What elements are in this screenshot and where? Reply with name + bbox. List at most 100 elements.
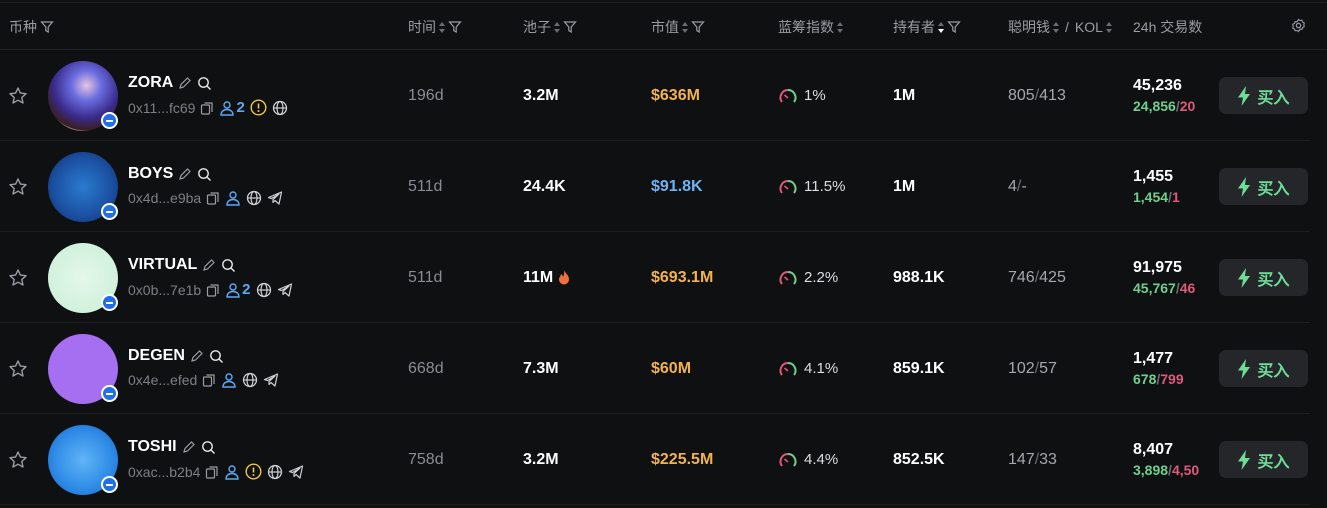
search-icon[interactable]	[221, 258, 236, 273]
table-row[interactable]: VIRTUAL 0x0b...7e1b 2 511d 11M $693.1M 2…	[0, 232, 1310, 323]
table-row[interactable]: TOSHI 0xac...b2b4 758d 3.2M $225.5M 4.4%…	[0, 414, 1310, 505]
telegram-icon[interactable]	[267, 190, 283, 206]
separator: /	[1034, 359, 1040, 377]
header-mcap-label: 市值	[651, 19, 679, 35]
smart-money-count: 147	[1008, 450, 1035, 468]
buy-label: 买入	[1257, 180, 1290, 198]
header-mcap[interactable]: 市值	[651, 17, 705, 37]
sort-icon[interactable]	[1053, 21, 1059, 33]
header-pool-label: 池子	[523, 19, 551, 35]
table-row[interactable]: BOYS 0x4d...e9ba 511d 24.4K $91.8K 11.5%…	[0, 141, 1310, 232]
buy-button[interactable]: 买入	[1219, 350, 1308, 387]
search-icon[interactable]	[201, 440, 216, 455]
filter-icon[interactable]	[40, 20, 54, 34]
token-name[interactable]: DEGEN	[128, 347, 185, 364]
header-bluechip[interactable]: 蓝筹指数	[778, 17, 843, 37]
header-holders[interactable]: 持有者	[893, 17, 961, 37]
token-name[interactable]: BOYS	[128, 165, 174, 182]
edit-icon[interactable]	[178, 167, 192, 181]
favorite-star-icon[interactable]	[8, 50, 28, 141]
token-name[interactable]: TOSHI	[128, 438, 177, 455]
lightning-icon	[1238, 449, 1251, 470]
warning-icon[interactable]	[245, 463, 262, 480]
token-name[interactable]: ZORA	[128, 74, 174, 91]
filter-icon[interactable]	[691, 20, 705, 34]
filter-icon[interactable]	[448, 20, 462, 34]
holders-count: 852.5K	[893, 450, 945, 468]
copy-icon[interactable]	[205, 465, 219, 479]
token-name-group: BOYS	[128, 165, 212, 183]
header-pool[interactable]: 池子	[523, 17, 577, 37]
token-address-group: 0x11...fc69 2	[128, 99, 288, 116]
filter-icon[interactable]	[563, 20, 577, 34]
edit-icon[interactable]	[190, 349, 204, 363]
sort-icon[interactable]	[837, 21, 843, 33]
header-age[interactable]: 时间	[408, 17, 462, 37]
website-globe-icon[interactable]	[246, 190, 262, 206]
kol-count: 413	[1039, 86, 1066, 104]
telegram-icon[interactable]	[263, 372, 279, 388]
search-icon[interactable]	[197, 167, 212, 182]
token-age: 511d	[408, 177, 443, 195]
token-name[interactable]: VIRTUAL	[128, 256, 198, 273]
sort-desc-icon[interactable]	[938, 21, 944, 33]
favorite-star-icon[interactable]	[8, 141, 28, 232]
telegram-icon[interactable]	[288, 464, 304, 480]
favorite-star-icon[interactable]	[8, 323, 28, 414]
dev-user-icon[interactable]	[221, 372, 237, 388]
token-address: 0xac...b2b4	[128, 463, 201, 480]
website-globe-icon[interactable]	[267, 464, 283, 480]
search-icon[interactable]	[197, 76, 212, 91]
filter-icon[interactable]	[947, 20, 961, 34]
header-token[interactable]: 币种	[9, 17, 54, 37]
token-address: 0x4d...e9ba	[128, 190, 202, 206]
telegram-icon[interactable]	[277, 282, 293, 298]
copy-icon[interactable]	[206, 191, 220, 205]
gauge-icon	[779, 452, 797, 467]
dev-user-icon[interactable]	[219, 100, 235, 116]
table-row[interactable]: ZORA 0x11...fc69 2 196d 3.2M $636M 1% 1M…	[0, 50, 1310, 141]
buy-button[interactable]: 买入	[1219, 77, 1308, 114]
edit-icon[interactable]	[178, 76, 192, 90]
warning-icon[interactable]	[250, 99, 267, 116]
favorite-star-icon[interactable]	[8, 232, 28, 323]
table-row[interactable]: DEGEN 0x4e...efed 668d 7.3M $60M 4.1% 85…	[0, 323, 1310, 414]
edit-icon[interactable]	[202, 258, 216, 272]
header-tx24h-label: 24h 交易数	[1133, 19, 1203, 35]
settings-gear-icon[interactable]	[1291, 18, 1306, 33]
lightning-icon	[1238, 176, 1251, 197]
sort-icon[interactable]	[1105, 21, 1112, 33]
gauge-icon	[779, 179, 797, 194]
copy-icon[interactable]	[202, 373, 216, 387]
sort-icon[interactable]	[554, 21, 560, 33]
buy-label: 买入	[1257, 362, 1290, 380]
buy-button[interactable]: 买入	[1219, 441, 1308, 478]
smart-kol-cell: 147/33	[1008, 414, 1057, 505]
search-icon[interactable]	[209, 349, 224, 364]
tx-sells: 20	[1179, 98, 1196, 114]
header-smart-kol[interactable]: 聪明钱 / KOL	[1008, 17, 1112, 37]
dev-user-icon[interactable]	[225, 282, 241, 298]
tx-total: 45,236	[1133, 77, 1182, 94]
sort-icon[interactable]	[439, 21, 445, 33]
market-cap: $60M	[651, 359, 692, 377]
buy-button[interactable]: 买入	[1219, 259, 1308, 296]
copy-icon[interactable]	[206, 283, 220, 297]
dev-user-icon[interactable]	[225, 190, 241, 206]
dev-user-icon[interactable]	[224, 464, 240, 480]
website-globe-icon[interactable]	[242, 372, 258, 388]
website-globe-icon[interactable]	[272, 100, 288, 116]
sort-icon[interactable]	[682, 21, 688, 33]
favorite-star-icon[interactable]	[8, 414, 28, 505]
buy-button[interactable]: 买入	[1219, 168, 1308, 205]
edit-icon[interactable]	[182, 440, 196, 454]
header-bluechip-label: 蓝筹指数	[778, 19, 834, 35]
token-address: 0x11...fc69	[128, 99, 196, 116]
website-globe-icon[interactable]	[256, 282, 272, 298]
token-age: 511d	[408, 268, 443, 286]
copy-icon[interactable]	[200, 101, 214, 115]
pool-liquidity: 11M	[523, 268, 554, 286]
pool-cell: 3.2M	[523, 414, 559, 505]
tx-buys: 1,454	[1133, 189, 1169, 205]
separator: /	[1175, 98, 1180, 114]
